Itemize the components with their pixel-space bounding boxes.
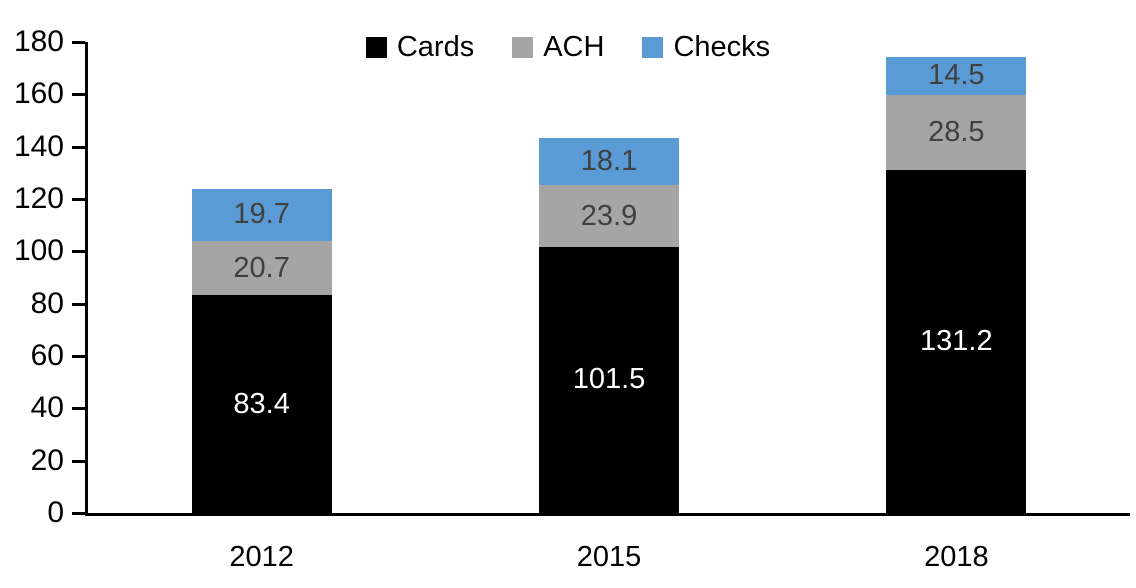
legend-swatch-checks-icon (642, 37, 664, 58)
legend-item-cards: Cards (365, 31, 475, 63)
bar-segment-ach (539, 184, 679, 248)
y-tick-label: 20 (30, 443, 64, 477)
x-axis-line (85, 513, 1130, 516)
bar-segment-label: 131.2 (920, 324, 993, 357)
bar-segment-checks (539, 137, 679, 185)
y-tick (72, 459, 85, 463)
y-tick-label: 80 (30, 286, 64, 320)
legend-item-checks: Checks (642, 33, 770, 62)
y-tick-label: 140 (13, 129, 64, 163)
legend-label-checks: Checks (673, 31, 771, 63)
y-tick (72, 250, 85, 254)
bar-segment-cards (886, 169, 1027, 513)
y-tick (72, 145, 85, 149)
y-tick (72, 302, 85, 306)
y-tick-label: 0 (47, 496, 64, 529)
bar-segment-ach (191, 240, 332, 295)
bar-segment-cards (191, 294, 332, 513)
bar-segment-label: 83.4 (233, 387, 290, 420)
bar-segment-label: 18.1 (580, 144, 638, 177)
y-tick (72, 407, 85, 411)
y-tick (72, 355, 85, 358)
bar-segment-label: 19.7 (233, 198, 290, 231)
x-tick-label: 2012 (229, 541, 294, 573)
x-tick-label: 2015 (576, 541, 642, 573)
y-tick-label: 180 (13, 25, 64, 58)
y-tick-label: 120 (13, 182, 64, 215)
x-tick-label: 2018 (924, 541, 989, 573)
bar-segment-checks (191, 189, 332, 241)
bar-segment-label: 14.5 (928, 59, 985, 92)
y-tick (72, 512, 85, 515)
legend-swatch-ach-icon (512, 37, 534, 58)
legend-item-ach: ACH (512, 33, 604, 62)
y-tick-label: 60 (30, 339, 64, 372)
y-tick (72, 41, 85, 44)
bar-segment-label: 23.9 (580, 199, 638, 232)
bar-segment-checks (886, 57, 1027, 96)
legend-label-cards: Cards (396, 31, 475, 63)
y-tick-label: 40 (30, 391, 64, 425)
legend-swatch-cards-icon (365, 37, 387, 58)
y-axis-line (85, 42, 88, 516)
bar-segment-label: 28.5 (928, 116, 985, 149)
y-tick (72, 198, 85, 201)
legend-label-ach: ACH (543, 31, 605, 63)
y-tick-label: 160 (13, 77, 64, 111)
bar-segment-ach (886, 95, 1027, 170)
bar-segment-label: 20.7 (233, 251, 290, 284)
bar-segment-cards (539, 247, 679, 513)
bar-segment-label: 101.5 (572, 363, 646, 396)
y-tick-label: 100 (13, 234, 64, 268)
chart-legend: Cards ACH Checks (0, 33, 1136, 62)
y-tick (72, 93, 85, 97)
